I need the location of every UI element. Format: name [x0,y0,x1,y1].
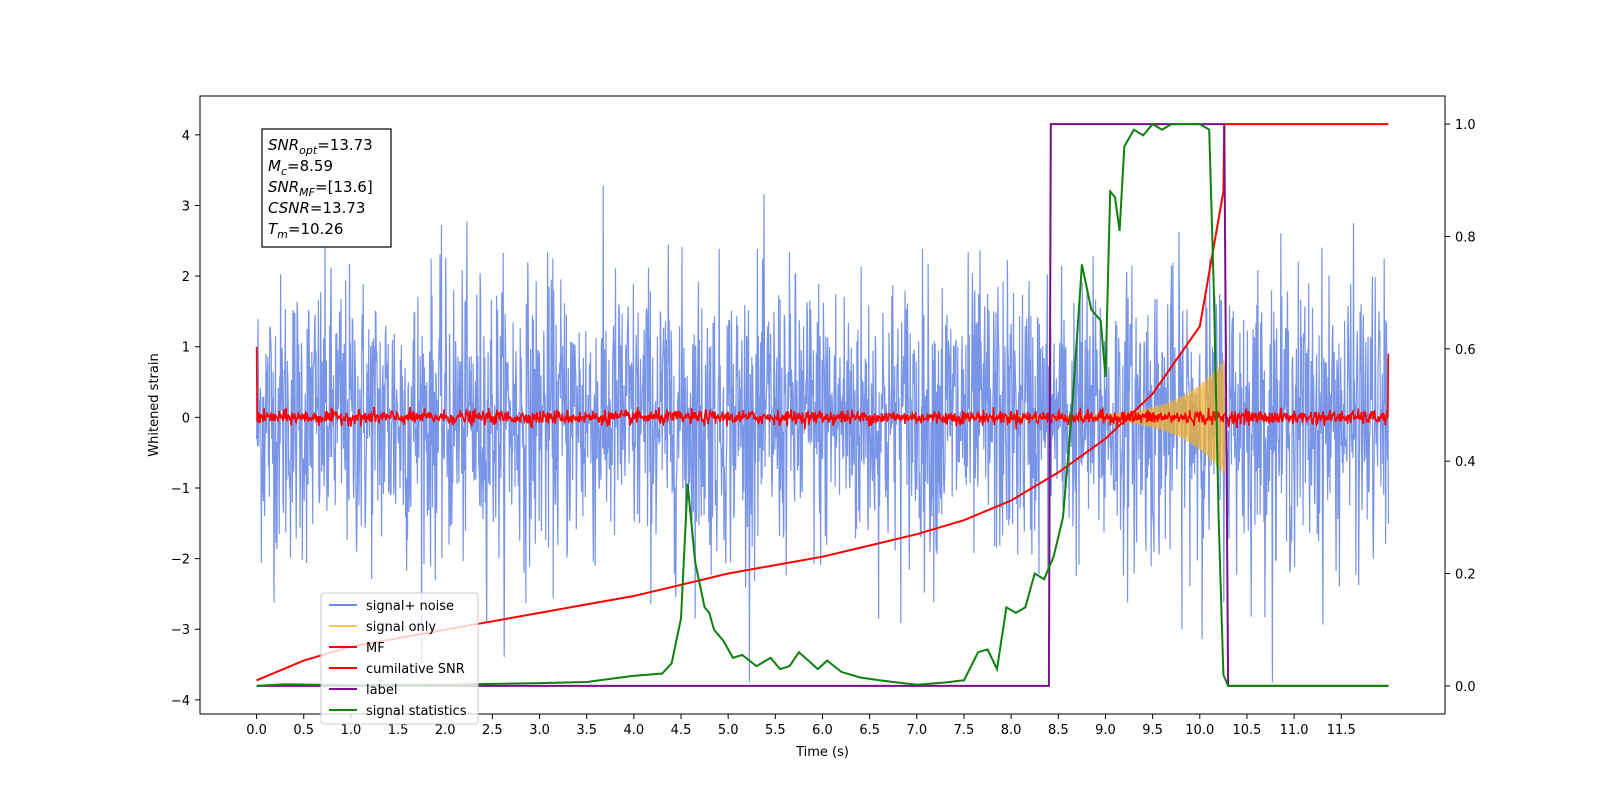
legend-label: signal only [366,620,436,635]
legend-label: signal statistics [366,704,467,719]
y-tick-label: 1 [182,341,190,356]
y-tick-label: 0 [182,411,190,426]
y-tick-label: −4 [171,694,190,709]
y2-tick-label: 0.6 [1455,343,1476,358]
x-tick-label: 4.5 [671,723,692,738]
x-tick-label: 6.5 [859,723,880,738]
y2-tick-label: 0.4 [1455,455,1476,470]
x-tick-label: 6.0 [812,723,833,738]
y-tick-label: −2 [171,553,190,568]
x-tick-label: 1.5 [388,723,409,738]
x-tick-label: 3.5 [576,723,597,738]
x-tick-label: 4.0 [624,723,645,738]
y-tick-label: 2 [182,270,190,285]
x-tick-label: 7.0 [906,723,927,738]
x-axis-label: Time (s) [795,745,849,760]
y-tick-label: 4 [182,129,190,144]
info-line: SNRopt=13.73 [268,136,373,157]
x-tick-label: 10.0 [1185,723,1214,738]
series-signal-noise [256,185,1390,683]
x-tick-label: 0.5 [293,723,314,738]
x-tick-label: 8.5 [1048,723,1069,738]
x-tick-label: 2.0 [435,723,456,738]
info-box: SNRopt=13.73Mc=8.59SNRMF=[13.6]CSNR=13.7… [261,128,392,248]
x-tick-label: 9.5 [1142,723,1163,738]
info-line: Tm=10.26 [268,220,343,241]
series-signal-statistics [256,122,1389,687]
legend-frame [320,592,479,725]
legend-label: signal+ noise [366,599,454,614]
series-mf [255,346,1390,430]
legend: signal+ noise signal only MF cumilative SNR… [320,592,479,725]
legend-label: cumilative SNR [366,662,465,677]
y-tick-label: 3 [182,199,190,214]
y-tick-label: −3 [171,623,190,638]
legend-label: MF [366,641,385,656]
x-tick-label: 8.0 [1001,723,1022,738]
y-tick-label: −1 [171,482,190,497]
y2-tick-label: 0.8 [1455,230,1476,245]
x-tick-label: 0.0 [246,723,267,738]
legend-label: label [366,683,397,698]
y2-tick-label: 0.2 [1455,568,1476,583]
info-line: CSNR=13.73 [268,199,365,217]
info-box-frame [261,128,392,248]
x-tick-label: 11.0 [1280,723,1309,738]
x-tick-label: 2.5 [482,723,503,738]
axes: 0.0 0.5 1.0 1.5 2.0 2.5 3.0 3.5 4.0 4.5 5.0 5.5 6.0 6… [171,95,1476,738]
y-axis-label: Whitened strain [147,353,162,456]
y2-tick-label: 1.0 [1455,118,1476,133]
x-tick-label: 7.5 [954,723,975,738]
info-line: Mc=8.59 [268,157,333,178]
y2-tick-label: 0.0 [1455,680,1476,695]
x-tick-label: 5.0 [718,723,739,738]
x-tick-label: 5.5 [765,723,786,738]
x-tick-label: 10.5 [1232,723,1261,738]
x-tick-label: 3.0 [529,723,550,738]
x-tick-label: 1.0 [341,723,362,738]
x-tick-label: 11.5 [1327,723,1356,738]
info-line: SNRMF=[13.6] [268,178,373,199]
x-tick-label: 9.0 [1095,723,1116,738]
